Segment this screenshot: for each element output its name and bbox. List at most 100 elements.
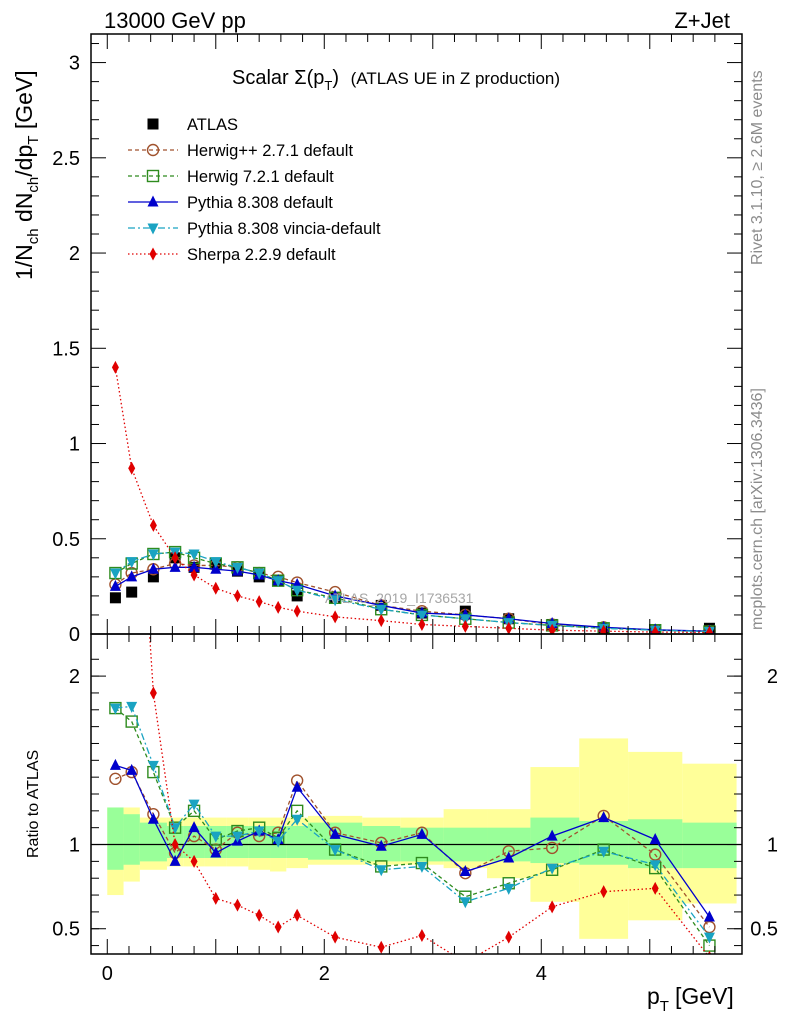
main-point-sherpa xyxy=(461,619,469,633)
side-rivet-info: Rivet 3.1.10, ≥ 2.6M events xyxy=(749,70,766,265)
main-point-sherpa xyxy=(331,610,339,624)
ylabel-sub2: ch xyxy=(25,177,42,193)
ratio-y-tick-label-left: 0.5 xyxy=(52,919,80,941)
ratio-point-sherpa xyxy=(255,908,263,922)
ratio-point-sherpa xyxy=(651,881,659,895)
legend-label-herwig721: Herwig 7.2.1 default xyxy=(187,168,334,186)
legend-marker-atlas xyxy=(147,118,159,130)
ylabel-part3: /dp xyxy=(11,145,37,177)
legend-marker-herwig271 xyxy=(146,143,160,157)
ratio-point-vincia xyxy=(126,701,138,713)
ratio-point-herwig271 xyxy=(545,841,559,855)
ylabel-part1: 1/N xyxy=(11,244,37,280)
y-tick-label: 2.5 xyxy=(52,148,80,170)
ratio-point-sherpa xyxy=(128,350,135,363)
ratio-panel-series xyxy=(109,350,716,954)
x-tick-label: 2 xyxy=(319,963,330,985)
ratio-point-vincia xyxy=(503,883,515,895)
ratio-point-sherpa xyxy=(505,930,513,944)
ratio-point-herwig271 xyxy=(703,920,716,934)
ratio-point-pythia xyxy=(210,846,222,858)
main-point-sherpa xyxy=(418,617,426,631)
band-inner-bin xyxy=(682,822,737,869)
analysis-watermark: ATLAS_2019_I1736531 xyxy=(325,590,474,606)
band-inner-bin xyxy=(286,826,308,858)
main-point-vincia xyxy=(109,568,121,580)
ratio-point-pythia xyxy=(416,827,428,839)
ratio-point-pythia xyxy=(329,827,341,839)
main-point-sherpa xyxy=(212,581,220,595)
main-point-sherpa xyxy=(111,360,119,374)
xlabel-unit: [GeV] xyxy=(675,983,734,1009)
ratio-point-vincia xyxy=(546,863,558,875)
title-main: Scalar Σ(p xyxy=(232,67,324,89)
main-point-sherpa xyxy=(293,604,301,618)
main-point-sherpa xyxy=(651,625,659,634)
ylabel-sub1: ch xyxy=(25,228,42,244)
band-inner-bin xyxy=(107,807,124,870)
x-tick-label: 0 xyxy=(102,963,113,985)
ratio-point-sherpa xyxy=(274,920,282,934)
ratio-point-vincia xyxy=(210,831,222,843)
atlas-data-point xyxy=(126,586,138,598)
ratio-point-vincia xyxy=(703,932,715,944)
ratio-line-herwig271 xyxy=(115,771,710,928)
ratio-y-tick-label-right: 0.5 xyxy=(750,919,778,941)
title-suffix: (ATLAS UE in Z production) xyxy=(351,69,560,88)
ratio-point-sherpa xyxy=(171,838,179,852)
main-point-pythia xyxy=(126,570,138,582)
ratio-point-pythia xyxy=(147,812,159,824)
main-point-pythia xyxy=(210,562,222,574)
x-axis-label: pT [GeV] xyxy=(647,983,734,1015)
main-point-vincia xyxy=(126,557,138,569)
y-tick-label: 0 xyxy=(69,624,80,646)
main-point-sherpa xyxy=(190,568,198,582)
ratio-point-sherpa xyxy=(331,930,339,944)
xlabel-p: p xyxy=(647,983,660,1009)
ratio-point-sherpa xyxy=(233,898,241,912)
axis-ticks: 0 0.5 1 1.5 2 2.5 3 0.5 0.5 1 1 2 2 0 2 4 xyxy=(52,34,778,985)
ratio-point-vincia xyxy=(272,836,284,848)
legend-marker-pythia xyxy=(147,195,159,207)
main-point-vincia xyxy=(231,562,243,574)
ratio-point-vincia xyxy=(416,861,428,873)
ratio-point-pythia xyxy=(598,811,610,823)
ratio-y-tick-label-left: 1 xyxy=(69,835,80,857)
main-point-vincia xyxy=(329,595,341,607)
main-point-pythia xyxy=(188,560,200,572)
main-point-sherpa xyxy=(171,551,179,565)
main-point-sherpa xyxy=(149,518,157,532)
main-point-vincia xyxy=(253,568,265,580)
ratio-point-vincia xyxy=(147,760,159,772)
ratio-point-sherpa xyxy=(212,891,220,905)
legend-label-herwig271: Herwig++ 2.7.1 default xyxy=(187,142,353,160)
ratio-point-pythia xyxy=(109,758,121,770)
main-point-sherpa xyxy=(233,589,241,603)
y-axis-label-main: 1/Nch dNch/dpT [GeV] xyxy=(11,70,42,280)
ratio-point-pythia xyxy=(375,839,387,851)
ratio-point-pythia xyxy=(649,832,661,844)
main-point-vincia xyxy=(272,576,284,588)
ylabel-part2: dN xyxy=(11,193,37,229)
ratio-y-tick-label-left: 2 xyxy=(69,666,80,688)
ratio-point-sherpa xyxy=(418,928,426,942)
ratio-point-vincia xyxy=(375,865,387,877)
x-tick-label: 4 xyxy=(536,963,547,985)
title-subscript: T xyxy=(324,78,332,93)
ratio-point-pythia xyxy=(126,763,138,775)
ratio-point-pythia xyxy=(546,829,558,841)
ratio-point-vincia xyxy=(649,860,661,872)
ratio-point-sherpa xyxy=(548,900,556,914)
ratio-point-sherpa xyxy=(190,854,198,868)
ratio-point-pythia xyxy=(459,864,471,876)
xlabel-sub: T xyxy=(660,998,669,1015)
ratio-point-sherpa xyxy=(149,686,157,700)
main-point-vincia xyxy=(188,549,200,561)
ratio-point-pythia xyxy=(188,821,200,833)
ratio-y-tick-label-right: 2 xyxy=(767,666,778,688)
ratio-point-pythia xyxy=(503,851,515,863)
main-point-sherpa xyxy=(274,600,282,614)
legend-marker-sherpa xyxy=(149,247,157,261)
ratio-point-vincia xyxy=(109,703,121,715)
